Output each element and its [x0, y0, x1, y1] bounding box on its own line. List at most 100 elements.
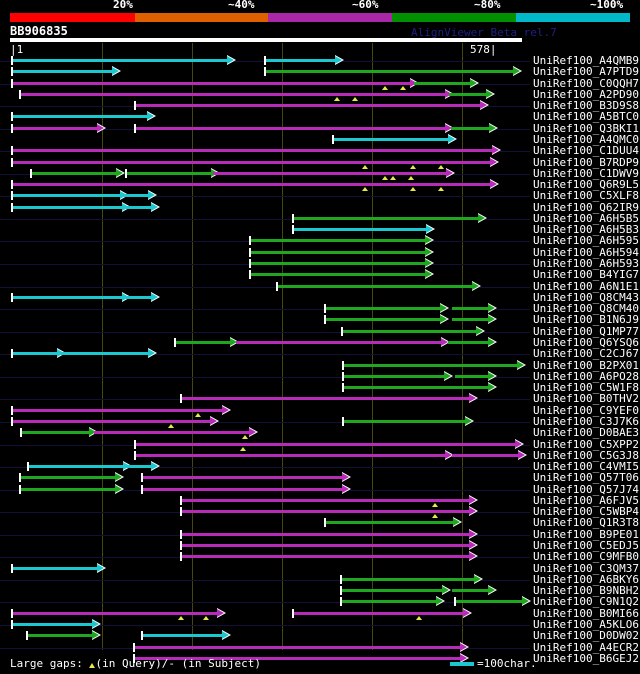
hsp-segment-green[interactable]: [341, 589, 442, 593]
alignment-row[interactable]: UniRef100_B7RDP9: [0, 155, 640, 169]
alignment-row[interactable]: UniRef100_C5XLF8: [0, 190, 640, 202]
subject-accession-label[interactable]: UniRef100_Q57T06: [533, 471, 639, 485]
hsp-segment-magenta[interactable]: [135, 104, 480, 108]
hsp-segment-magenta[interactable]: [142, 476, 342, 480]
hsp-segment-magenta[interactable]: [181, 498, 469, 502]
subject-accession-label[interactable]: UniRef100_C2CJ67: [533, 347, 639, 361]
hsp-segment-magenta[interactable]: [12, 81, 410, 85]
alignment-row[interactable]: UniRef100_C5XPP2: [0, 438, 640, 451]
alignment-row[interactable]: UniRef100_A6N1E1: [0, 280, 640, 293]
alignment-row[interactable]: UniRef100_A6PO28: [0, 370, 640, 383]
subject-accession-label[interactable]: UniRef100_A4QMB9: [533, 54, 639, 67]
alignment-row[interactable]: UniRef100_B0THV2: [0, 393, 640, 405]
hsp-segment-cyan[interactable]: [28, 465, 123, 469]
subject-accession-label[interactable]: UniRef100_C5WBP4: [533, 505, 639, 519]
subject-accession-label[interactable]: UniRef100_C1DUU4: [533, 144, 639, 158]
alignment-row[interactable]: UniRef100_B6GEJ2: [0, 652, 640, 665]
alignment-row[interactable]: UniRef100_C5W1F8: [0, 381, 640, 395]
alignment-row[interactable]: UniRef100_B4YIG7: [0, 268, 640, 282]
subject-accession-label[interactable]: UniRef100_Q62IR9: [533, 200, 639, 214]
subject-accession-label[interactable]: UniRef100_A2PD90: [533, 87, 639, 101]
alignment-row[interactable]: UniRef100_B9PE01: [0, 528, 640, 541]
subject-accession-label[interactable]: UniRef100_D0BAE3: [533, 426, 639, 440]
subject-accession-label[interactable]: UniRef100_C5W1F8: [533, 381, 639, 395]
alignment-row[interactable]: UniRef100_C3J7K6: [0, 414, 640, 428]
alignment-row[interactable]: UniRef100_A2PD90: [0, 87, 640, 101]
alignment-row[interactable]: UniRef100_B9NBH2: [0, 585, 640, 597]
subject-accession-label[interactable]: UniRef100_C0QQH7: [533, 76, 639, 90]
hsp-segment-green[interactable]: [452, 589, 488, 593]
hsp-segment-green[interactable]: [250, 262, 425, 266]
alignment-row[interactable]: UniRef100_A4ECR2: [0, 641, 640, 654]
hsp-segment-magenta[interactable]: [181, 510, 469, 514]
subject-accession-label[interactable]: UniRef100_A5BTC0: [533, 110, 639, 124]
subject-accession-label[interactable]: UniRef100_Q8CM40: [533, 302, 639, 316]
subject-accession-label[interactable]: UniRef100_Q8CM43: [533, 290, 639, 304]
subject-accession-label[interactable]: UniRef100_B1N6J9: [533, 313, 639, 327]
hsp-segment-green[interactable]: [455, 600, 522, 604]
subject-accession-label[interactable]: UniRef100_C5G3J8: [533, 448, 639, 462]
hsp-segment-green[interactable]: [414, 81, 470, 85]
subject-accession-label[interactable]: UniRef100_A6FJV5: [533, 493, 639, 507]
hsp-segment-cyan[interactable]: [12, 295, 122, 299]
hsp-segment-magenta[interactable]: [181, 532, 469, 536]
alignment-row[interactable]: UniRef100_A6BKY6: [0, 572, 640, 586]
hsp-segment-green[interactable]: [341, 577, 474, 581]
alignment-row[interactable]: UniRef100_A6H595: [0, 235, 640, 247]
hsp-segment-green[interactable]: [343, 419, 465, 423]
hsp-segment-green[interactable]: [342, 329, 476, 333]
hsp-segment-cyan[interactable]: [126, 465, 151, 469]
hsp-segment-green[interactable]: [343, 363, 517, 367]
hsp-segment-green[interactable]: [448, 341, 488, 344]
hsp-segment-magenta[interactable]: [142, 487, 342, 491]
subject-accession-label[interactable]: UniRef100_A6BKY6: [533, 572, 639, 586]
subject-accession-label[interactable]: UniRef100_B7RDP9: [533, 155, 639, 169]
subject-accession-label[interactable]: UniRef100_C9MFB0: [533, 550, 639, 564]
alignment-row[interactable]: UniRef100_Q57T06: [0, 471, 640, 485]
hsp-segment-magenta[interactable]: [452, 453, 518, 457]
subject-accession-label[interactable]: UniRef100_A7PTD9: [533, 65, 639, 79]
alignment-row[interactable]: UniRef100_Q1MP77: [0, 325, 640, 338]
hsp-segment-magenta[interactable]: [12, 183, 490, 187]
hsp-segment-magenta[interactable]: [134, 656, 460, 660]
alignment-row[interactable]: UniRef100_C5EDJ5: [0, 540, 640, 552]
alignment-row[interactable]: UniRef100_C9MFB0: [0, 550, 640, 564]
alignment-row[interactable]: UniRef100_A4QMC0: [0, 132, 640, 146]
hsp-segment-green[interactable]: [341, 600, 436, 604]
alignment-row[interactable]: UniRef100_A6H5B5: [0, 212, 640, 225]
alignment-row[interactable]: UniRef100_B2PX01: [0, 359, 640, 372]
subject-accession-label[interactable]: UniRef100_C3J7K6: [533, 414, 639, 428]
hsp-segment-cyan[interactable]: [12, 352, 57, 356]
hsp-segment-magenta[interactable]: [236, 341, 441, 344]
alignment-row[interactable]: UniRef100_D0DW02: [0, 630, 640, 642]
hsp-segment-cyan[interactable]: [12, 205, 122, 209]
hsp-segment-magenta[interactable]: [135, 126, 445, 130]
hsp-segment-cyan[interactable]: [12, 194, 120, 198]
hsp-segment-cyan[interactable]: [333, 137, 448, 141]
hsp-segment-cyan[interactable]: [12, 115, 147, 119]
hsp-segment-green[interactable]: [293, 216, 478, 220]
hsp-segment-green[interactable]: [451, 126, 489, 130]
hsp-segment-cyan[interactable]: [265, 59, 335, 62]
hsp-segment-magenta[interactable]: [135, 453, 445, 457]
subject-accession-label[interactable]: UniRef100_C9N1Q2: [533, 595, 639, 609]
hsp-segment-green[interactable]: [325, 521, 453, 525]
alignment-row[interactable]: UniRef100_B0MI66: [0, 607, 640, 620]
alignment-row[interactable]: UniRef100_A6H593: [0, 258, 640, 270]
hsp-segment-magenta[interactable]: [20, 92, 445, 96]
alignment-row[interactable]: UniRef100_Q6YSQ6: [0, 336, 640, 349]
subject-accession-label[interactable]: UniRef100_B4YIG7: [533, 268, 639, 282]
subject-accession-label[interactable]: UniRef100_A5KLO6: [533, 618, 639, 631]
subject-accession-label[interactable]: UniRef100_Q6YSQ6: [533, 336, 639, 349]
hsp-segment-cyan[interactable]: [142, 634, 222, 638]
alignment-row[interactable]: UniRef100_Q62IR9: [0, 200, 640, 214]
subject-accession-label[interactable]: UniRef100_A4QMC0: [533, 132, 639, 146]
hsp-segment-cyan[interactable]: [126, 295, 151, 299]
alignment-row[interactable]: UniRef100_C9YEF0: [0, 404, 640, 417]
alignment-row[interactable]: UniRef100_A7PTD9: [0, 65, 640, 79]
subject-accession-label[interactable]: UniRef100_B3D9S8: [533, 99, 639, 113]
hsp-segment-cyan[interactable]: [12, 566, 97, 570]
subject-accession-label[interactable]: UniRef100_Q6R9L5: [533, 178, 639, 192]
subject-accession-label[interactable]: UniRef100_C3QM37: [533, 561, 639, 575]
alignment-row[interactable]: UniRef100_C4VMI5: [0, 461, 640, 473]
